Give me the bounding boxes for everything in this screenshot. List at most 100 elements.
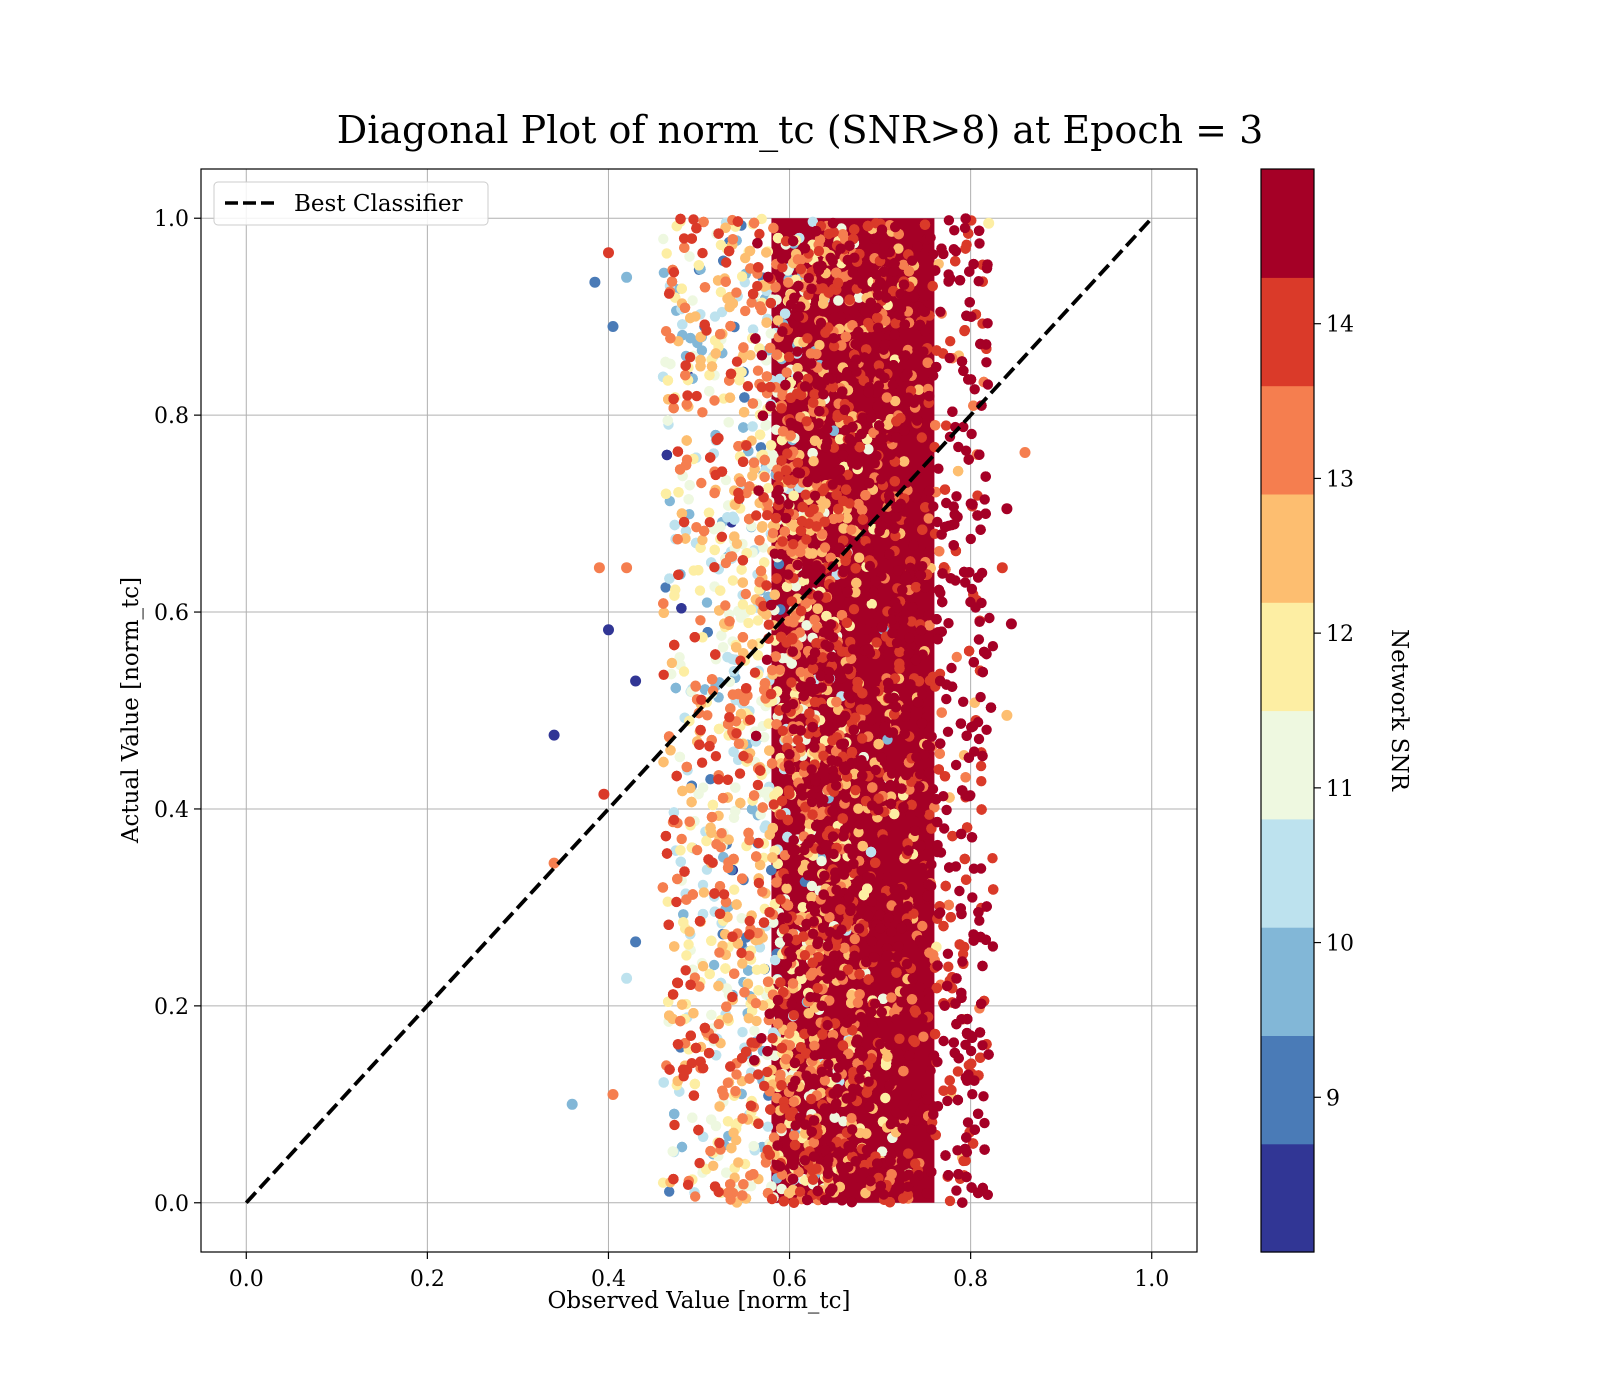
scatter-point	[806, 892, 817, 903]
scatter-point	[816, 855, 827, 867]
scatter-point	[960, 772, 971, 783]
scatter-point	[742, 978, 754, 990]
scatter-point	[678, 666, 690, 677]
scatter-point	[844, 498, 855, 509]
scatter-point	[704, 386, 715, 397]
scatter-point	[725, 1061, 736, 1072]
scatter-point	[664, 1064, 675, 1075]
scatter-point	[762, 1144, 773, 1156]
scatter-point	[767, 852, 778, 863]
scatter-point	[947, 830, 958, 842]
scatter-point	[782, 448, 793, 459]
scatter-point	[669, 1108, 680, 1120]
scatter-point	[857, 733, 868, 744]
scatter-point	[758, 963, 769, 975]
scatter-point	[763, 718, 774, 729]
scatter-point	[870, 857, 881, 868]
scatter-point	[720, 600, 731, 611]
scatter-point	[769, 589, 780, 600]
scatter-point	[705, 774, 716, 785]
scatter-point	[894, 1033, 905, 1045]
scatter-point	[665, 358, 676, 370]
scatter-point	[771, 349, 783, 360]
scatter-point	[945, 336, 956, 347]
scatter-point	[672, 534, 683, 545]
scatter-point	[713, 1186, 724, 1198]
scatter-point	[690, 311, 701, 322]
scatter-point	[752, 1069, 764, 1080]
scatter-point	[685, 979, 696, 990]
scatter-point	[720, 222, 731, 233]
scatter-point	[666, 668, 677, 680]
scatter-point	[677, 785, 688, 797]
scatter-point	[741, 683, 752, 694]
scatter-point	[797, 902, 808, 913]
scatter-point	[684, 816, 695, 827]
scatter-point	[662, 896, 673, 907]
scatter-point	[708, 1033, 719, 1044]
scatter-point	[734, 768, 746, 779]
scatter-point	[769, 954, 781, 966]
scatter-point	[695, 615, 706, 626]
scatter-point	[658, 267, 670, 278]
scatter-point	[754, 535, 765, 546]
scatter-point	[739, 695, 750, 707]
scatter-point	[710, 751, 722, 762]
scatter-point	[748, 217, 760, 229]
scatter-point	[927, 949, 939, 960]
scatter-point	[725, 320, 736, 332]
scatter-point	[853, 827, 864, 838]
scatter-point	[676, 508, 688, 519]
scatter-point	[706, 1009, 717, 1021]
scatter-point	[694, 739, 705, 750]
scatter-point	[744, 245, 756, 257]
scatter-point	[781, 637, 792, 648]
scatter-point	[849, 933, 860, 945]
scatter-point	[812, 982, 823, 994]
scatter-point	[687, 295, 698, 306]
scatter-point	[673, 487, 684, 498]
scatter-point	[697, 407, 708, 418]
scatter-point	[929, 1028, 941, 1040]
scatter-point	[736, 564, 747, 575]
scatter-point	[671, 770, 682, 782]
scatter-point	[684, 251, 695, 262]
scatter-point	[664, 1010, 675, 1021]
scatter-point	[736, 947, 747, 959]
scatter-point	[722, 1116, 734, 1127]
scatter-point	[731, 642, 742, 653]
scatter-point	[898, 456, 910, 467]
scatter-point	[803, 1008, 814, 1019]
scatter-point	[778, 924, 790, 935]
scatter-point	[919, 219, 931, 230]
scatter-point	[678, 909, 689, 920]
scatter-point	[660, 582, 671, 593]
scatter-point	[781, 367, 792, 378]
scatter-point	[727, 234, 738, 245]
scatter-point	[706, 811, 718, 823]
scatter-point	[673, 569, 684, 580]
scatter-point	[808, 456, 819, 467]
scatter-point	[863, 444, 874, 455]
scatter-point	[963, 645, 975, 657]
scatter-point	[722, 651, 733, 663]
scatter-point	[682, 390, 693, 401]
scatter-point	[686, 233, 697, 244]
scatter-point	[750, 998, 762, 1009]
scatter-point	[767, 528, 779, 539]
scatter-point	[850, 587, 861, 598]
scatter-point	[880, 1092, 891, 1104]
scatter-point	[683, 939, 694, 950]
scatter-point	[724, 616, 735, 627]
scatter-point	[759, 732, 770, 743]
scatter-point	[728, 1127, 739, 1139]
scatter-point	[691, 390, 702, 402]
scatter-point	[934, 748, 945, 759]
scatter-point	[660, 830, 672, 842]
scatter-point	[672, 446, 684, 457]
scatter-point	[709, 487, 720, 499]
scatter-point	[742, 381, 754, 392]
scatter-point	[772, 315, 784, 326]
scatter-point	[788, 1096, 799, 1107]
scatter-point	[749, 1025, 760, 1037]
